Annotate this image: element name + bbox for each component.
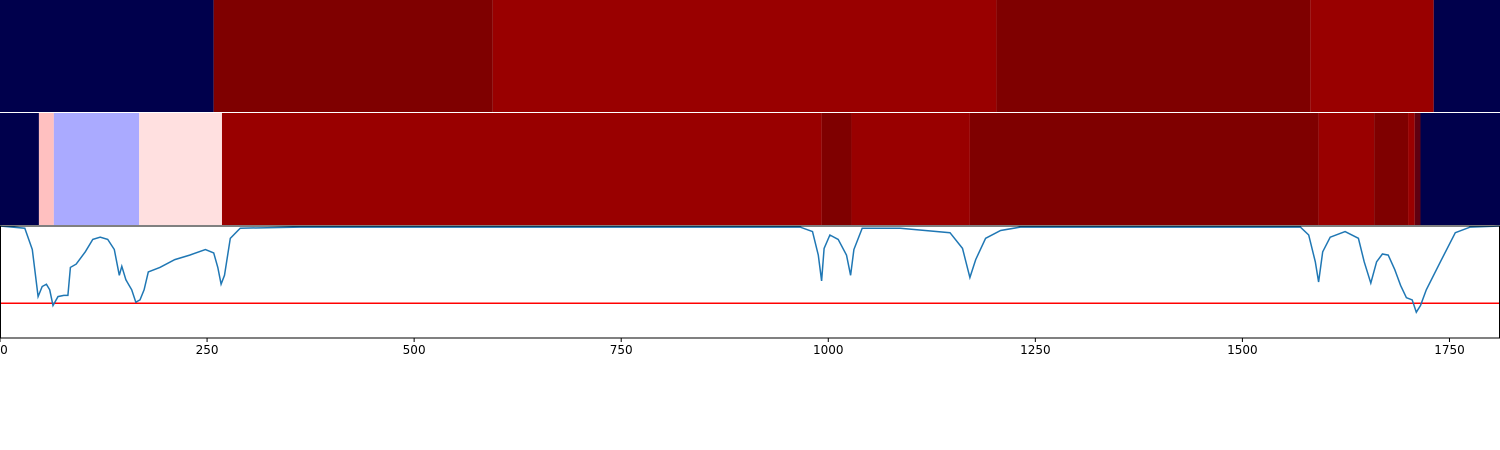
segment: [492, 0, 997, 112]
segment: [821, 113, 852, 225]
x-tick-label: 750: [610, 343, 633, 357]
segment: [1420, 113, 1500, 225]
segment: [221, 113, 822, 225]
x-tick-label: 1000: [813, 343, 844, 357]
x-tick-label: 1750: [1434, 343, 1465, 357]
line: [0, 225, 1500, 314]
x-tick-label: 1250: [1020, 343, 1051, 357]
segment: [139, 113, 222, 225]
axes-frame: [0, 225, 1500, 339]
segment: [1310, 0, 1434, 112]
segment: [996, 0, 1311, 112]
segment: [1408, 113, 1415, 225]
segment: [0, 0, 214, 112]
segment: [213, 0, 493, 112]
segment: [53, 113, 140, 225]
x-tick-label: 250: [196, 343, 219, 357]
x-tick-label: 500: [403, 343, 426, 357]
segment: [1433, 0, 1500, 112]
segment: [1318, 113, 1375, 225]
segment: [1374, 113, 1409, 225]
segment: [851, 113, 970, 225]
segment: [38, 113, 54, 225]
x-tick-label: 1500: [1227, 343, 1258, 357]
segment: [969, 113, 1319, 225]
segment: [0, 113, 39, 225]
x-tick-label: 0: [0, 343, 8, 357]
segment: [1414, 113, 1421, 225]
